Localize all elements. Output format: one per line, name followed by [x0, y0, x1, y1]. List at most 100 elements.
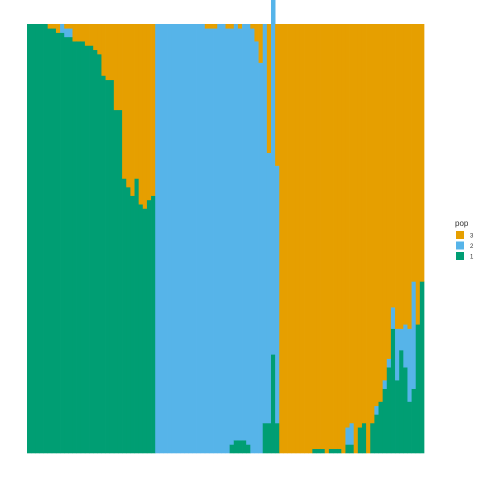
bar-segment-pop2-ind57 [258, 62, 264, 454]
bar-segment-pop3-ind29 [142, 24, 148, 209]
bar-segment-pop3-ind7 [51, 24, 57, 29]
bar-segment-pop3-ind26 [130, 24, 135, 196]
legend-title: pop [455, 219, 469, 228]
bar-segment-pop3-ind13 [76, 24, 82, 42]
bar-segment-pop3-ind25 [126, 24, 131, 188]
bar-segment-pop1-ind31 [151, 195, 156, 454]
bar-segment-pop2-ind51 [233, 24, 239, 441]
bar-segment-pop3-ind11 [68, 24, 73, 29]
bar-segment-pop1-ind90 [395, 380, 400, 454]
bar-segment-pop1-ind10 [64, 36, 69, 454]
bar-segment-pop1-ind75 [333, 448, 338, 454]
bar-segment-pop1-ind2 [31, 24, 36, 454]
bar-segment-pop1-ind17 [93, 49, 98, 454]
bar-segment-pop1-ind15 [84, 45, 90, 454]
bar-segment-pop1-ind61 [275, 422, 280, 454]
bar-segment-pop1-ind5 [43, 24, 49, 454]
bar-segment-pop1-ind30 [146, 199, 152, 454]
bar-segment-pop3-ind74 [328, 24, 334, 450]
bar-segment-pop3-ind15 [84, 24, 90, 46]
bar-segment-pop1-ind1 [27, 24, 32, 454]
bar-segment-pop2-ind89 [390, 307, 396, 329]
bar-segment-pop1-ind21 [109, 79, 115, 454]
bar-segment-pop2-ind85 [374, 405, 379, 415]
legend-label-1: 1 [470, 255, 474, 261]
bar-segment-pop3-ind28 [138, 24, 144, 205]
bar-segment-pop2-ind55 [250, 28, 255, 454]
bar-segment-pop2-ind41 [192, 24, 197, 454]
bar-segment-pop1-ind12 [72, 41, 77, 454]
bar-segment-pop2-ind94 [411, 281, 417, 389]
bar-segment-pop3-ind21 [109, 24, 115, 81]
bar-segment-pop1-ind88 [386, 367, 392, 454]
bar-segment-pop1-ind91 [399, 350, 404, 454]
bar-segment-pop1-ind7 [51, 28, 57, 454]
bars-group [27, 0, 425, 454]
bar-segment-pop3-ind27 [134, 24, 140, 179]
bar-segment-pop3-ind93 [407, 24, 412, 329]
bar-segment-pop3-ind84 [370, 24, 375, 424]
bar-segment-pop2-ind79 [349, 422, 355, 445]
bar-segment-pop1-ind72 [320, 448, 326, 454]
bar-segment-pop3-ind69 [308, 24, 313, 454]
bar-segment-pop3-ind80 [353, 24, 359, 454]
bar-segment-pop3-ind24 [122, 24, 127, 179]
bar-segment-pop2-ind92 [403, 324, 408, 368]
bar-segment-pop3-ind96 [419, 24, 425, 282]
bar-segment-pop3-ind85 [374, 24, 379, 407]
bar-segment-pop3-ind73 [324, 24, 330, 454]
bar-segment-pop3-ind17 [93, 24, 98, 51]
bar-segment-pop2-ind33 [159, 24, 164, 454]
bar-segment-pop3-ind44 [204, 24, 210, 29]
bar-segment-pop2-ind40 [188, 24, 193, 454]
bar-segment-pop1-ind60 [270, 354, 276, 454]
bar-segment-pop2-ind58 [262, 24, 268, 424]
bar-segment-pop3-ind72 [320, 24, 326, 450]
bar-segment-pop1-ind70 [312, 448, 317, 454]
bar-segment-pop3-ind18 [97, 24, 102, 55]
bar-segment-pop3-ind14 [80, 24, 86, 42]
bar-segment-pop1-ind6 [47, 28, 53, 454]
bar-segment-pop1-ind74 [328, 448, 334, 454]
bar-segment-pop3-ind10 [64, 24, 69, 29]
bar-segment-pop1-ind16 [89, 45, 94, 454]
bar-segment-pop2-ind91 [399, 328, 404, 351]
bar-segment-pop3-ind46 [213, 24, 218, 29]
bar-segment-pop3-ind89 [390, 24, 396, 308]
bar-segment-pop1-ind20 [105, 79, 111, 454]
bar-segment-pop2-ind36 [171, 24, 177, 454]
bar-segment-pop1-ind92 [403, 367, 408, 454]
bar-segment-pop3-ind68 [304, 24, 309, 454]
bar-segment-pop3-ind66 [295, 24, 301, 454]
bar-segment-pop3-ind65 [291, 24, 297, 454]
bar-segment-pop3-ind31 [151, 24, 156, 196]
bar-segment-pop2-ind11 [68, 28, 73, 38]
bar-segment-pop1-ind59 [266, 422, 272, 454]
bar-segment-pop1-ind28 [138, 204, 144, 454]
bar-segment-pop1-ind19 [101, 75, 106, 454]
bar-segment-pop1-ind23 [117, 109, 123, 454]
bar-segment-pop1-ind52 [237, 440, 243, 454]
bar-segment-pop1-ind94 [411, 388, 417, 454]
bar-segment-pop2-ind48 [221, 24, 226, 454]
bar-segment-pop3-ind8 [55, 24, 61, 33]
bar-segment-pop3-ind71 [316, 24, 321, 450]
bar-segment-pop1-ind26 [130, 195, 135, 454]
bar-segment-pop2-ind49 [225, 28, 230, 454]
bar-segment-pop3-ind63 [283, 24, 288, 454]
bar-segment-pop3-ind86 [378, 24, 383, 402]
bar-segment-pop1-ind71 [316, 448, 321, 454]
bar-segment-pop1-ind3 [35, 24, 40, 454]
bar-segment-pop1-ind50 [229, 444, 235, 454]
bar-segment-pop2-ind59 [266, 152, 272, 424]
bar-segment-pop3-ind22 [113, 24, 119, 111]
bar-segment-pop1-ind27 [134, 178, 140, 454]
bar-segment-pop1-ind13 [76, 41, 82, 454]
bar-segment-pop2-ind54 [246, 24, 251, 445]
bar-segment-pop3-ind91 [399, 24, 404, 329]
bar-segment-pop1-ind18 [97, 54, 102, 454]
legend-key-2 [456, 241, 464, 250]
bar-segment-pop2-ind93 [407, 328, 412, 402]
bar-segment-pop3-ind70 [312, 24, 317, 450]
bar-segment-pop3-ind45 [208, 24, 214, 29]
